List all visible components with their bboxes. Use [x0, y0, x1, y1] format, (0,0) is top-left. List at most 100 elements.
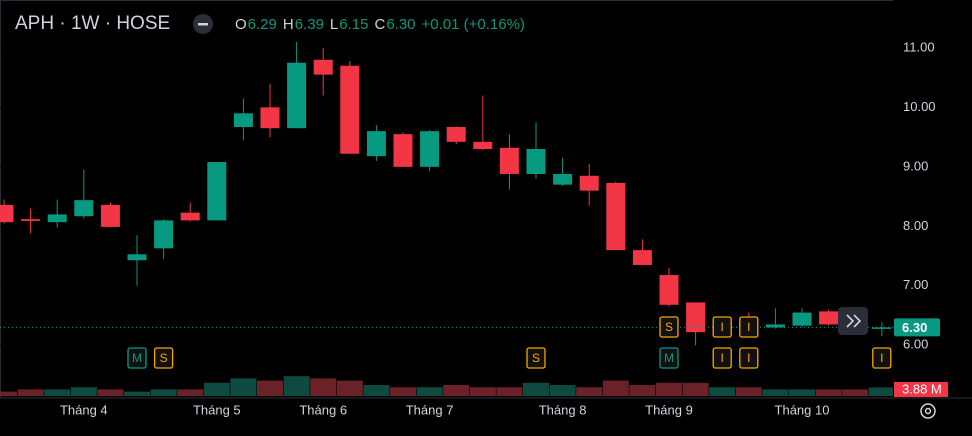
candle-body	[473, 141, 493, 149]
volume-bar	[70, 387, 97, 396]
candle-body	[765, 324, 785, 328]
event-badge	[659, 347, 679, 369]
y-tick-label: 10.00	[903, 99, 936, 114]
candle-body	[659, 275, 679, 305]
volume-bar	[815, 389, 842, 396]
volume-bar	[230, 378, 257, 396]
x-tick-label: Tháng 9	[645, 402, 693, 417]
volume-bar	[0, 391, 17, 396]
x-tick-label: Tháng 7	[406, 402, 454, 417]
candle-body	[393, 134, 413, 167]
candle-body	[686, 302, 706, 333]
volume-bar	[150, 389, 177, 396]
event-label: S	[160, 351, 168, 365]
volume-bar	[549, 385, 576, 396]
legend-label: H	[283, 16, 294, 33]
volume-pane	[0, 376, 893, 396]
candle-body	[100, 204, 120, 227]
ohlc-legend: O 6.29 H 6.39 L 6.15 C 6.30 +0.01 (+0.16%)	[235, 16, 525, 33]
event-label: M	[132, 351, 142, 365]
y-tick-label: 11.00	[903, 39, 935, 54]
event-label: I	[747, 351, 750, 365]
candle-body	[366, 131, 386, 157]
candle-body	[526, 149, 546, 174]
legend-change: +0.01 (+0.16%)	[422, 16, 525, 33]
candle-body	[499, 147, 519, 174]
x-tick-label: Tháng 4	[60, 402, 108, 417]
volume-bar	[496, 387, 523, 396]
volume-bar	[97, 389, 124, 396]
candle-body	[47, 214, 67, 223]
candle-body	[446, 126, 466, 142]
y-tick-label: 9.00	[903, 158, 928, 173]
event-label: I	[747, 320, 750, 334]
candle-body	[74, 200, 94, 217]
candle-body	[819, 311, 839, 325]
volume-bar	[789, 389, 815, 396]
volume-bar	[868, 387, 893, 396]
y-tick-label: 7.00	[903, 277, 928, 292]
volume-bar	[416, 387, 443, 396]
candle-body	[0, 204, 14, 223]
volume-bar	[709, 387, 736, 396]
volume-bar	[177, 389, 204, 396]
volume-bar	[469, 387, 496, 396]
volume-bar	[310, 378, 337, 396]
candle-body	[340, 65, 360, 154]
candle-body	[154, 220, 174, 249]
event-label: I	[880, 351, 883, 365]
legend-label: C	[374, 16, 385, 33]
candle-body	[233, 113, 253, 127]
event-label: S	[532, 351, 540, 365]
last-price-tag	[894, 318, 940, 337]
event-badge	[739, 347, 759, 369]
x-tick-label: Tháng 10	[775, 402, 830, 417]
settings-button[interactable]	[920, 403, 936, 419]
event-badge	[739, 316, 759, 338]
x-tick-label: Tháng 8	[539, 402, 587, 417]
candle-body	[632, 250, 652, 265]
grid	[0, 47, 893, 346]
event-label: M	[664, 351, 674, 365]
event-badge	[659, 316, 679, 338]
volume-bar	[17, 389, 44, 396]
volume-bar	[44, 389, 71, 396]
candle-body	[313, 59, 333, 75]
legend-label: L	[330, 16, 338, 33]
event-badge	[872, 347, 892, 369]
volume-bar	[203, 382, 230, 396]
legend-value: 6.29	[248, 16, 277, 33]
event-badge	[712, 347, 732, 369]
event-badge	[526, 347, 546, 369]
hide-legend-button[interactable]	[193, 14, 213, 34]
event-badge	[712, 316, 732, 338]
volume-bar	[363, 385, 390, 396]
candle-body	[260, 107, 280, 129]
volume-bar	[523, 382, 549, 396]
time-axis-bg	[0, 398, 972, 436]
volume-bar	[682, 382, 709, 396]
legend-value: 6.30	[386, 16, 415, 33]
candle-body	[207, 162, 227, 221]
x-tick-label: Tháng 6	[299, 402, 347, 417]
chart-title: APH · 1W · HOSE	[15, 13, 170, 34]
scroll-to-latest-button[interactable]	[838, 307, 868, 335]
y-tick-label: 6.00	[903, 337, 928, 352]
y-tick-label: 8.00	[903, 218, 928, 233]
event-label: I	[721, 351, 724, 365]
legend-label: O	[235, 16, 247, 33]
candle-body	[420, 131, 440, 167]
candle-body	[287, 62, 307, 129]
volume-bar	[656, 382, 682, 396]
volume-bar	[735, 387, 762, 396]
price-axis: 11.00 10.00 9.00 8.00 7.00 6.00 3.88 M 6.30	[893, 0, 972, 398]
candle-body	[180, 212, 200, 221]
event-badge	[127, 347, 147, 369]
volume-bar	[602, 380, 629, 396]
volume-bar	[390, 387, 416, 396]
legend-value: 6.39	[295, 16, 324, 33]
volume-bar	[443, 385, 470, 396]
